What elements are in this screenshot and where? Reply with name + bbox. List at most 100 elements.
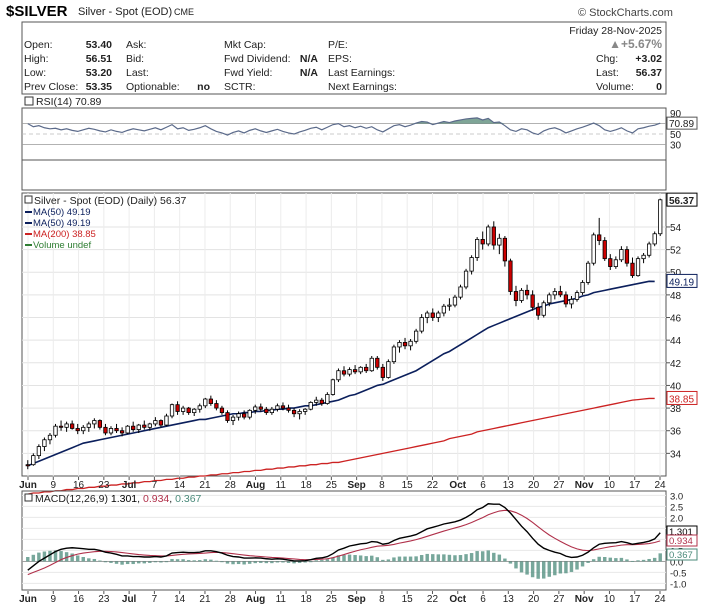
x-tick-label: 21 bbox=[199, 594, 211, 605]
candle-body bbox=[619, 249, 624, 261]
candle-body bbox=[502, 237, 508, 262]
macd-panel bbox=[21, 490, 667, 591]
chg-label: Chg: bbox=[596, 53, 618, 65]
macd-hist-bar bbox=[658, 553, 662, 562]
quote-label: Open: bbox=[24, 39, 53, 51]
macd-hist-bar bbox=[209, 559, 213, 562]
candle-body bbox=[574, 292, 580, 300]
candle-body bbox=[608, 258, 613, 267]
price-title: Silver - Spot (EOD) (Daily) 56.37 bbox=[34, 195, 186, 207]
quote-label: Mkt Cap: bbox=[224, 39, 266, 51]
quote-value: no bbox=[197, 81, 210, 93]
macd-hist-bar bbox=[414, 556, 418, 562]
candle-body bbox=[658, 199, 663, 235]
x-tick-label: 11 bbox=[276, 480, 287, 491]
quote-panel bbox=[21, 21, 667, 95]
macd-hist-bar bbox=[397, 556, 402, 562]
macd-hist-bar bbox=[486, 550, 490, 562]
candle-body bbox=[497, 237, 502, 246]
candle-body bbox=[303, 408, 308, 412]
candle-body bbox=[53, 425, 58, 436]
macd-hist-bar bbox=[497, 554, 502, 562]
candle-body bbox=[469, 257, 474, 272]
candle-body bbox=[131, 425, 136, 430]
macd-icon bbox=[24, 493, 33, 502]
legend-entry: MA(200) 38.85 bbox=[33, 229, 96, 240]
ma200-box bbox=[666, 390, 698, 405]
macd-hist-bar bbox=[408, 556, 413, 562]
x-tick-label: 20 bbox=[528, 594, 540, 605]
candle-body bbox=[25, 464, 30, 467]
candle-body bbox=[613, 259, 618, 267]
x-tick-label: Jun bbox=[19, 480, 37, 491]
candle-body bbox=[214, 403, 219, 409]
macd-hist-bar bbox=[325, 559, 330, 562]
price-tick-label: 54 bbox=[670, 223, 682, 234]
candle-body bbox=[158, 420, 164, 426]
macd-hist-bar bbox=[553, 561, 557, 576]
x-tick-label: 15 bbox=[402, 594, 414, 605]
ma200-line bbox=[27, 397, 655, 495]
macd-hist-bar bbox=[392, 557, 396, 562]
macd-hist-bar bbox=[42, 551, 47, 562]
x-tick-label: 13 bbox=[503, 594, 515, 605]
x-tick-label: 25 bbox=[326, 594, 338, 605]
price-panel bbox=[21, 192, 667, 477]
macd-hist-bar bbox=[148, 561, 152, 563]
quote-label: P/E: bbox=[328, 39, 348, 51]
quote-label: Last Earnings: bbox=[328, 67, 395, 79]
last-label: Last: bbox=[596, 67, 619, 79]
candle-body bbox=[175, 404, 180, 412]
quote-label: Fwd Dividend: bbox=[224, 53, 291, 65]
macd-value-label: 1.301 bbox=[669, 527, 693, 538]
macd-hist-bar bbox=[586, 561, 590, 563]
macd-hist-bar bbox=[264, 561, 269, 564]
quote-label: Ask: bbox=[126, 39, 146, 51]
x-tick-label: 6 bbox=[480, 594, 486, 605]
candle-body bbox=[569, 299, 574, 305]
symbol[interactable]: $SILVER bbox=[6, 3, 68, 20]
macd-value-box bbox=[666, 548, 698, 561]
x-tick-label: 23 bbox=[98, 480, 110, 491]
macd-hist-bar bbox=[142, 561, 146, 564]
price-tick-label: 48 bbox=[670, 291, 682, 302]
macd-hist-bar bbox=[547, 561, 551, 577]
rsi-current-box bbox=[666, 116, 698, 130]
quote-label: Last: bbox=[126, 67, 149, 79]
macd-hist-bar bbox=[186, 560, 191, 562]
macd-hist-bar bbox=[103, 561, 108, 563]
price-tick-label: 42 bbox=[670, 359, 682, 370]
candle-body bbox=[480, 239, 485, 245]
candle-body bbox=[591, 234, 596, 264]
macd-label: MACD(12,26,9) 1.301, 0.934, 0.367 bbox=[35, 493, 202, 505]
x-tick-label: 18 bbox=[301, 480, 313, 491]
macd-hist-bar bbox=[181, 559, 185, 562]
candle-body bbox=[147, 423, 152, 428]
x-tick-label: 21 bbox=[199, 480, 211, 491]
candle-body bbox=[447, 304, 452, 307]
macd-hist-bar bbox=[403, 556, 407, 562]
macd-hist-bar bbox=[259, 561, 263, 563]
candle-body bbox=[275, 405, 280, 410]
brand-logo[interactable]: © StockCharts.com bbox=[578, 7, 673, 19]
candle-body bbox=[547, 294, 552, 304]
candle-body bbox=[36, 446, 41, 457]
rsi-tick-label: 30 bbox=[670, 140, 682, 151]
macd-hist-bar bbox=[375, 557, 380, 562]
macd-hist-bar bbox=[225, 561, 230, 564]
macd-hist-bar bbox=[331, 557, 335, 562]
macd-hist-bar bbox=[87, 558, 91, 562]
x-tick-label: 27 bbox=[553, 594, 565, 605]
candle-body bbox=[70, 423, 75, 429]
candle-body bbox=[280, 405, 286, 409]
macd-hist-bar bbox=[442, 554, 446, 562]
macd-hist-bar bbox=[220, 561, 224, 563]
candle-body bbox=[508, 260, 513, 292]
candle-body bbox=[314, 399, 319, 403]
x-tick-label: Oct bbox=[449, 594, 466, 605]
ma50-value-label: 49.19 bbox=[669, 277, 694, 288]
macd-hist-bar bbox=[198, 560, 202, 562]
quote-value: 56.51 bbox=[86, 53, 112, 65]
